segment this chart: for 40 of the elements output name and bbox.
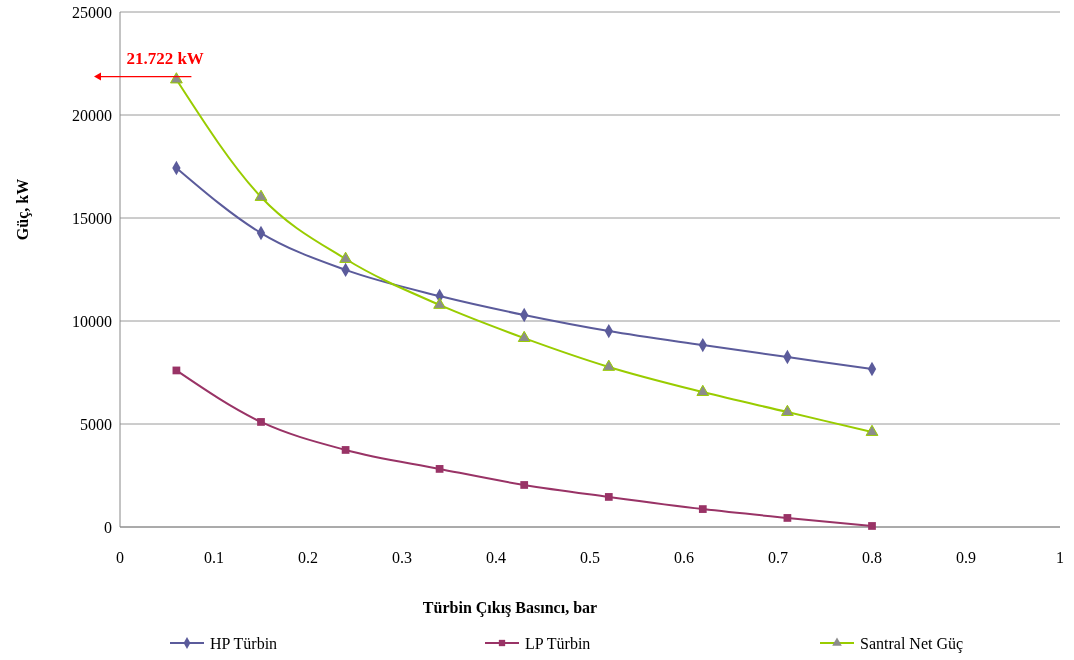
- x-axis-title: Türbin Çıkış Basıncı, bar: [422, 599, 598, 617]
- y-tick-label: 10000: [72, 312, 112, 330]
- point: [435, 465, 444, 473]
- y-tick-label: 25000: [72, 3, 112, 21]
- x-tick-label: 0.4: [486, 549, 506, 566]
- point: [602, 359, 616, 371]
- point: [517, 330, 531, 342]
- x-tick-label: 0.9: [956, 549, 976, 566]
- annotation: 21.722 kW: [126, 48, 204, 68]
- point: [696, 384, 710, 396]
- point: [781, 404, 794, 416]
- y-tick-label: 20000: [72, 106, 112, 124]
- y-tick-label: 15000: [72, 209, 112, 227]
- x-tick-label: 0.6: [674, 549, 694, 566]
- x-tick-label: 0.3: [392, 549, 412, 566]
- point: [520, 481, 529, 489]
- point: [698, 505, 707, 513]
- x-tick-label: 0.8: [862, 549, 882, 566]
- x-tick-label: 0.1: [204, 549, 224, 566]
- point: [257, 418, 265, 426]
- point: [783, 514, 792, 522]
- point: [341, 446, 350, 454]
- y-tick-label: 0: [104, 518, 112, 536]
- y-tick-label: 5000: [80, 415, 112, 433]
- x-tick-label: 0.7: [768, 549, 788, 566]
- point: [604, 493, 613, 501]
- point: [868, 522, 876, 530]
- x-tick-label: 0.5: [580, 549, 600, 566]
- point: [170, 72, 183, 84]
- legend-label: Santral Net Güç: [860, 634, 964, 653]
- legend-label: LP Türbin: [525, 634, 591, 652]
- legend-label: HP Türbin: [210, 634, 278, 652]
- point: [433, 297, 446, 309]
- point: [865, 424, 879, 436]
- y-axis-title: Güç, kW: [14, 178, 32, 241]
- x-tick-label: 0: [116, 549, 124, 566]
- point: [254, 189, 268, 201]
- x-tick-label: 1: [1056, 549, 1064, 566]
- point: [339, 251, 352, 263]
- x-tick-label: 0.2: [298, 549, 318, 566]
